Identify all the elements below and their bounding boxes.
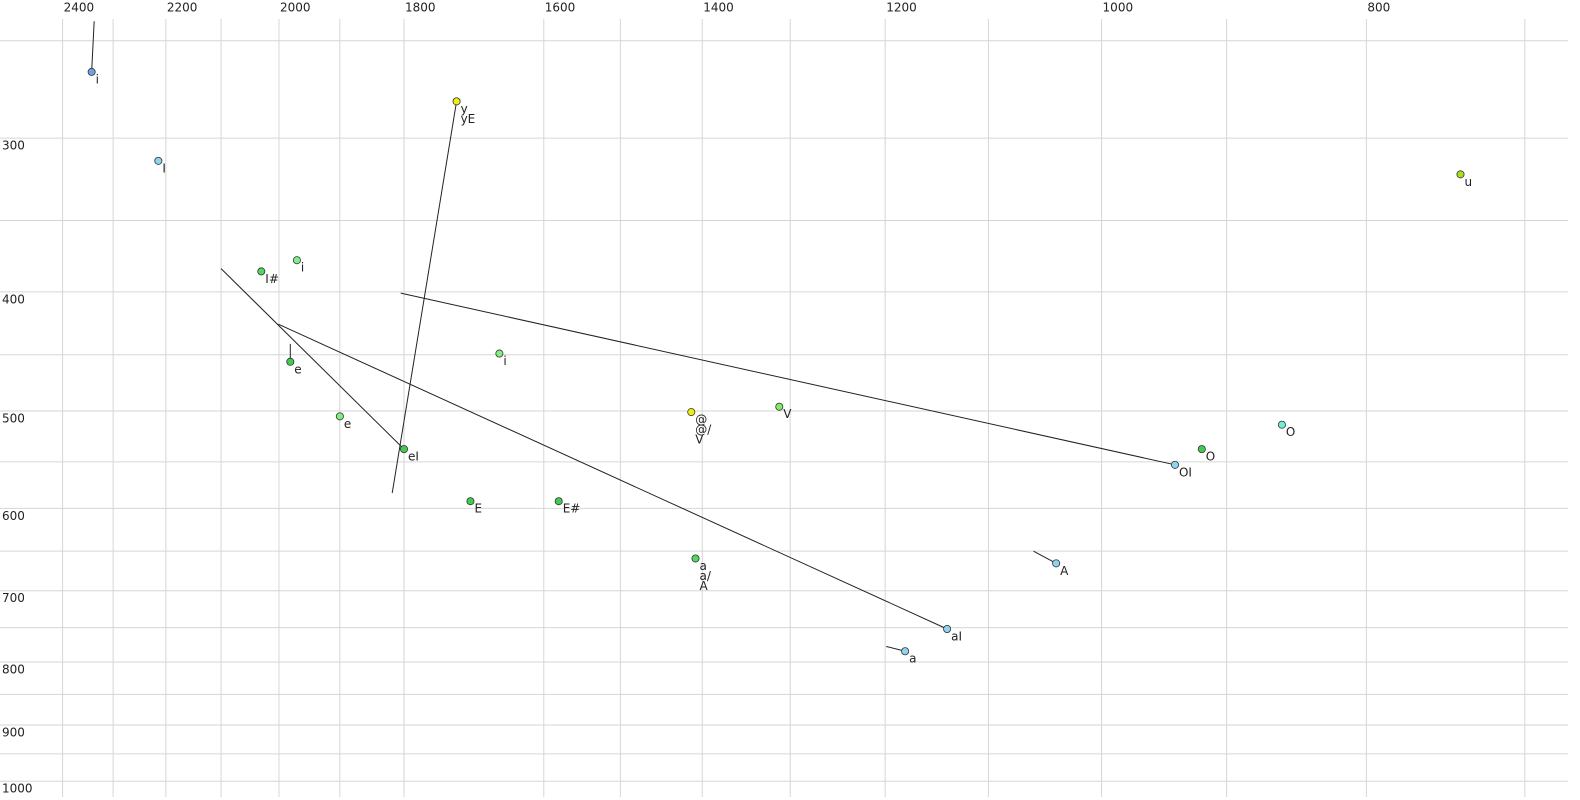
y-tick-label: 900 (2, 725, 25, 739)
trajectory (278, 323, 948, 630)
trajectory (220, 268, 405, 450)
vowel-label: e (294, 362, 301, 376)
vowel-label: E# (563, 502, 581, 516)
vowel-point (554, 497, 563, 506)
trajectory (391, 101, 458, 494)
x-tick-label: 800 (1367, 1, 1390, 15)
vowel-label: e (344, 417, 351, 431)
vowel-point (691, 554, 700, 563)
vowel-point (400, 445, 409, 454)
vowel-label: a (909, 652, 916, 666)
vowel-label: A (699, 579, 708, 593)
vowel-point (901, 647, 910, 656)
vowel-point (775, 402, 784, 411)
vowel-label: @/ (695, 423, 712, 437)
vowel-label: a/ (699, 569, 711, 583)
vowel-point (286, 357, 295, 366)
vowel-label: O (1286, 425, 1295, 439)
x-tick-label: 2400 (64, 1, 95, 15)
vowel-point (1170, 460, 1179, 469)
vowel-point (335, 412, 344, 421)
vowel-label: V (695, 433, 704, 447)
vowel-point (466, 497, 475, 506)
vowel-label: E (474, 502, 482, 516)
vowel-point (687, 408, 696, 417)
vowel-label: yE (461, 112, 476, 126)
y-tick-label: 500 (2, 412, 25, 426)
vowel-label: i (503, 354, 506, 368)
y-tick-label: 700 (2, 591, 25, 605)
x-tick-label: 2000 (280, 1, 311, 15)
vowel-point (1052, 559, 1061, 568)
y-tick-label: 300 (2, 139, 25, 153)
vowel-label: I (162, 161, 166, 175)
vowel-point (87, 67, 96, 76)
trajectory (1033, 550, 1057, 564)
trajectory (91, 21, 95, 72)
vowel-label: u (1464, 175, 1472, 189)
trajectory (400, 292, 1176, 466)
x-tick-label: 2200 (167, 1, 198, 15)
vowel-point (943, 624, 952, 633)
x-tick-label: 1000 (1103, 1, 1134, 15)
vowel-label: V (783, 407, 792, 421)
vowel-label: A (1060, 564, 1069, 578)
y-tick-label: 400 (2, 292, 25, 306)
vowel-point (1197, 445, 1206, 454)
x-tick-label: 1200 (886, 1, 917, 15)
vowel-point (1277, 420, 1286, 429)
vowel-label: I# (265, 272, 279, 286)
x-tick-label: 1400 (703, 1, 734, 15)
vowel-label: a (699, 559, 706, 573)
y-tick-label: 600 (2, 509, 25, 523)
vowel-point (1456, 170, 1465, 179)
x-tick-label: 1800 (405, 1, 436, 15)
vowel-label: @ (695, 413, 707, 427)
vowel-label: eI (408, 450, 419, 464)
vowel-label: aI (951, 629, 962, 643)
vowel-label: i (301, 261, 304, 275)
vowel-label: OI (1179, 465, 1192, 479)
y-tick-label: 800 (2, 663, 25, 677)
vowel-point (452, 97, 461, 106)
x-tick-label: 1600 (545, 1, 576, 15)
vowel-point (257, 267, 266, 276)
y-tick-label: 1000 (2, 782, 33, 796)
vowel-point (292, 256, 301, 265)
vowel-label: O (1206, 450, 1215, 464)
vowel-label: y (461, 102, 468, 116)
vowel-point (154, 156, 163, 165)
vowel-label: i (96, 72, 99, 86)
vowel-point (495, 349, 504, 358)
